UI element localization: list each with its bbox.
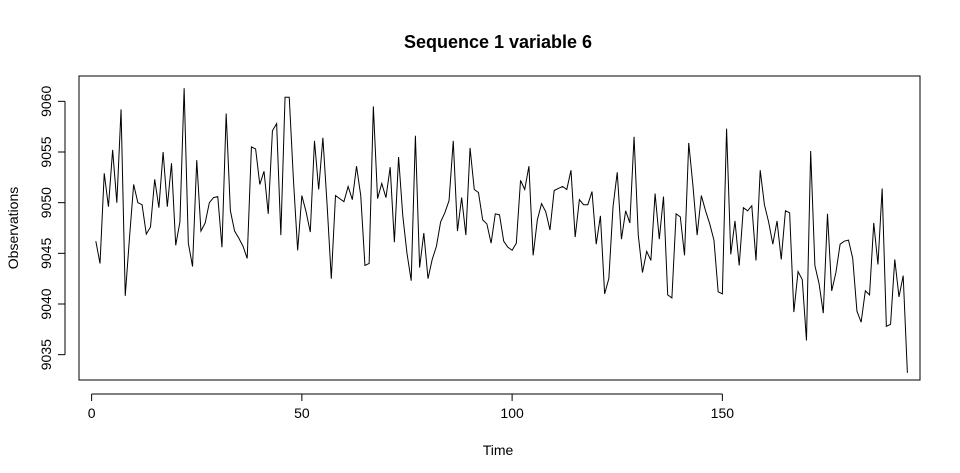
y-axis-label: Observations	[5, 187, 21, 269]
x-axis: 0 50 100 150	[88, 393, 735, 421]
series-line	[95, 88, 908, 373]
x-tick-label: 100	[500, 405, 524, 421]
chart-title: Sequence 1 variable 6	[404, 32, 592, 52]
x-tick-label: 50	[294, 405, 310, 421]
y-tick-label: 9050	[38, 187, 54, 218]
y-tick-label: 9055	[38, 136, 54, 167]
plot-area	[78, 75, 921, 381]
y-tick-label: 9035	[38, 339, 54, 370]
x-tick-label: 150	[711, 405, 735, 421]
x-tick-label: 0	[88, 405, 96, 421]
y-tick-label: 9060	[38, 86, 54, 117]
y-tick-label: 9040	[38, 288, 54, 319]
y-tick-label: 9045	[38, 238, 54, 269]
y-axis: 9035 9040 9045 9050 9055 9060	[38, 86, 66, 370]
x-axis-label: Time	[483, 442, 514, 458]
